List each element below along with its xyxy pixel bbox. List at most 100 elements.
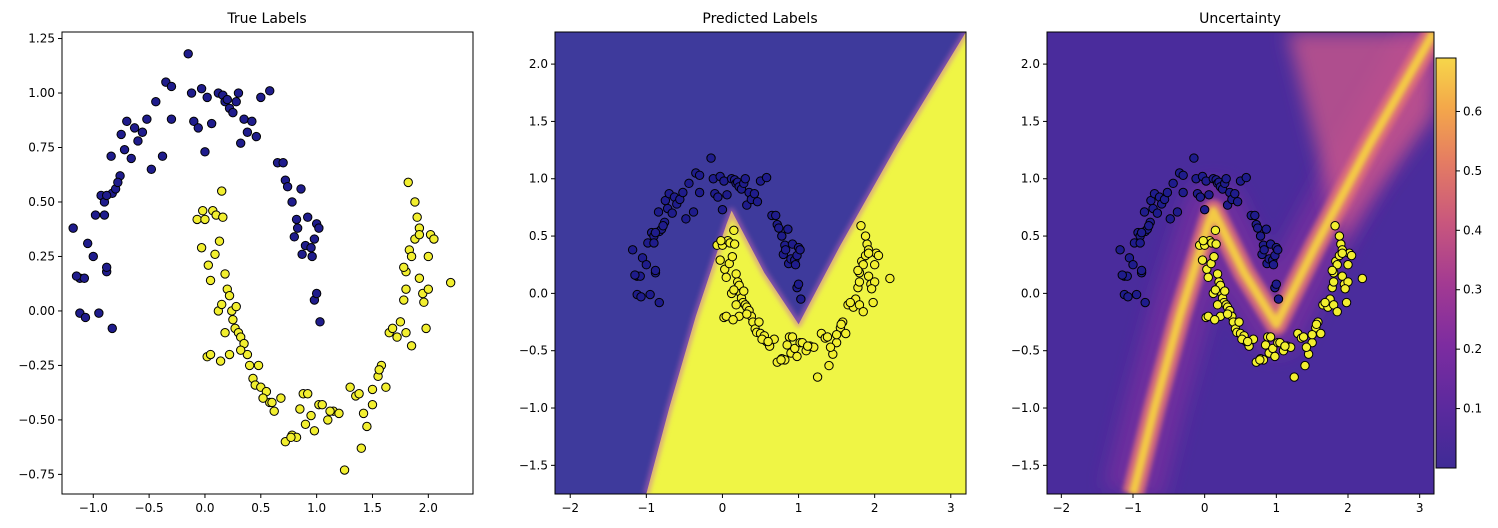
uncertainty-title: Uncertainty <box>1199 11 1281 27</box>
data-point <box>276 393 286 403</box>
data-point <box>119 144 130 155</box>
data-point <box>258 393 268 403</box>
data-point <box>1115 245 1125 255</box>
y-tick-label: 0.0 <box>1021 286 1040 300</box>
colorbar-tick-label: 0.6 <box>1463 104 1482 118</box>
y-tick-label: −0.50 <box>18 413 55 427</box>
data-point <box>1222 309 1233 319</box>
y-tick-label: −1.0 <box>519 401 548 415</box>
data-point <box>233 88 244 98</box>
data-point <box>146 164 157 174</box>
data-point <box>399 295 409 305</box>
data-point <box>202 92 212 103</box>
data-point <box>749 188 760 199</box>
predicted-labels-y-axis: −1.5 −1.0 −0.5 0.0 0.5 1.0 1.5 2.0 <box>519 57 555 472</box>
data-point <box>193 123 203 133</box>
data-point <box>729 225 739 236</box>
data-point <box>228 107 238 118</box>
predicted-labels-title: Predicted Labels <box>702 11 817 27</box>
y-tick-label: −0.5 <box>519 344 548 358</box>
colorbar-tick-label: 0.2 <box>1463 342 1482 356</box>
predicted-boundary-edge <box>643 32 966 494</box>
data-point <box>345 382 355 392</box>
data-point <box>217 186 227 196</box>
predicted-labels-panel: Predicted Labels −2 −1 0 1 2 3 −1.5 −1.0 −0.5 0.… <box>519 11 967 515</box>
data-point <box>854 277 865 287</box>
data-point <box>323 415 333 425</box>
colorbar-tick-label: 0.3 <box>1463 283 1482 297</box>
data-point <box>793 279 804 289</box>
data-point <box>630 270 640 280</box>
data-point <box>1300 360 1310 371</box>
data-point <box>740 174 750 184</box>
data-point <box>251 131 262 142</box>
true-labels-points <box>68 49 456 475</box>
data-point <box>189 116 199 127</box>
data-point <box>421 323 431 334</box>
data-point <box>113 177 123 188</box>
x-tick-label: 0 <box>719 501 727 515</box>
data-point <box>239 114 249 124</box>
data-point <box>688 207 699 217</box>
data-point <box>776 355 786 365</box>
data-point <box>217 299 227 310</box>
data-point <box>858 260 868 270</box>
data-point <box>650 265 661 276</box>
data-point <box>654 297 664 308</box>
data-point <box>297 249 307 259</box>
data-point <box>694 170 705 181</box>
data-point <box>641 260 652 270</box>
data-point <box>210 249 220 259</box>
data-point <box>295 404 305 414</box>
data-point <box>410 197 420 207</box>
y-tick-label: 1.5 <box>529 114 548 128</box>
data-point <box>1220 286 1230 296</box>
data-point <box>265 86 275 96</box>
data-point <box>381 382 391 392</box>
data-point <box>231 97 241 107</box>
data-point <box>1241 172 1251 183</box>
data-point <box>220 269 230 279</box>
data-point <box>314 223 324 233</box>
data-point <box>1144 221 1154 231</box>
data-point <box>722 190 732 200</box>
data-point <box>790 260 801 270</box>
y-tick-label: −1.5 <box>519 458 548 472</box>
data-point <box>650 227 661 238</box>
data-point <box>292 223 303 233</box>
data-point <box>885 273 895 284</box>
data-point <box>79 273 90 283</box>
data-point <box>228 314 238 325</box>
data-point <box>106 151 116 161</box>
data-point <box>727 251 738 262</box>
data-point <box>205 275 216 286</box>
data-point <box>754 317 764 327</box>
data-point <box>863 248 874 258</box>
colorbar-tick-label: 0.4 <box>1463 223 1482 237</box>
data-point <box>771 210 781 221</box>
data-point <box>706 153 716 163</box>
y-tick-label: 1.0 <box>1021 172 1040 186</box>
data-point <box>1162 187 1173 198</box>
data-point <box>206 118 217 129</box>
data-point <box>231 301 241 312</box>
data-point <box>99 210 110 220</box>
data-point <box>214 236 225 246</box>
data-point <box>1172 207 1183 217</box>
data-point <box>242 349 253 360</box>
data-point <box>1197 255 1208 265</box>
y-tick-label: −1.5 <box>1011 458 1040 472</box>
data-point <box>401 328 411 338</box>
data-point <box>157 151 168 161</box>
uncertainty-x-axis: −2 −1 0 1 2 3 <box>1052 494 1423 515</box>
data-point <box>414 229 425 240</box>
colorbar-frame <box>1435 57 1457 469</box>
data-point <box>224 290 235 301</box>
x-tick-label: −1 <box>1124 501 1142 515</box>
x-tick-label: 2.0 <box>419 501 438 515</box>
data-point <box>721 272 731 283</box>
data-point <box>269 406 279 416</box>
y-tick-label: 0.50 <box>28 195 55 209</box>
x-tick-label: 1.5 <box>363 501 382 515</box>
data-point <box>224 349 235 360</box>
